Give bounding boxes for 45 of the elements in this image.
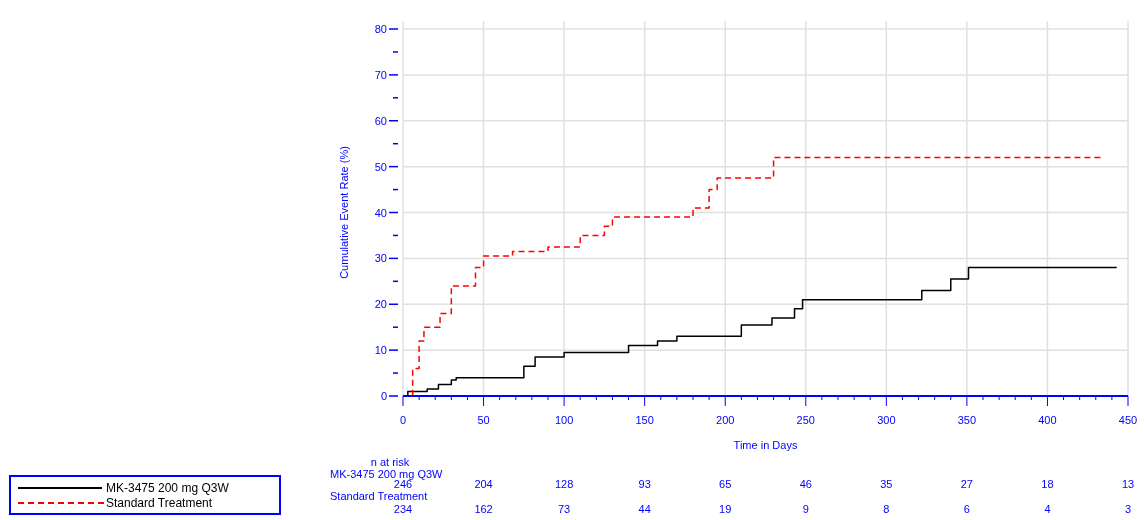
- x-tick-label: 400: [1038, 414, 1057, 426]
- text: 46: [799, 478, 812, 490]
- y-tick-label: 10: [374, 344, 387, 357]
- text: 162: [474, 503, 493, 515]
- y-tick-label: 20: [374, 298, 387, 311]
- text: 65: [719, 478, 732, 490]
- text: 204: [474, 478, 493, 490]
- x-tick-label: 300: [877, 414, 896, 426]
- text: 234: [393, 503, 413, 515]
- text: 18: [1041, 478, 1054, 490]
- text: 73: [557, 503, 571, 515]
- text: 8: [883, 503, 890, 515]
- x-tick-label: 350: [957, 414, 977, 426]
- text: 35: [880, 478, 893, 490]
- legend-label: Standard Treatment: [106, 496, 213, 510]
- y-tick-label: 0: [380, 390, 387, 402]
- x-tick-label: 150: [635, 414, 654, 426]
- y-tick-label: 50: [374, 160, 387, 173]
- y-tick-label: 30: [374, 252, 387, 265]
- text: 4: [1044, 503, 1051, 515]
- y-tick-label: 80: [374, 23, 387, 35]
- y-tick-label: 70: [374, 68, 387, 81]
- text: 128: [554, 478, 574, 490]
- x-tick-label: 100: [554, 414, 574, 426]
- text: 44: [638, 503, 651, 515]
- x-tick-label: 0: [399, 414, 407, 426]
- x-tick-label: 200: [716, 414, 735, 426]
- text: 3: [1124, 503, 1132, 515]
- y-tick-label: 40: [374, 206, 387, 219]
- x-axis-title: Time in Days: [733, 439, 798, 451]
- x-tick-label: 50: [477, 414, 490, 426]
- text: 19: [719, 503, 732, 515]
- x-tick-label: 250: [796, 414, 815, 426]
- x-tick-label: 450: [1118, 414, 1138, 426]
- text: 13: [1121, 478, 1135, 490]
- text: 27: [960, 478, 974, 490]
- text: 6: [963, 503, 970, 515]
- legend-label: MK-3475 200 mg Q3W: [106, 481, 230, 495]
- text: 9: [802, 503, 809, 515]
- text: Standard Treatment: [330, 490, 428, 502]
- y-tick-label: 60: [374, 114, 387, 127]
- text: n at risk: [370, 456, 410, 468]
- text: 93: [638, 478, 651, 490]
- y-axis-title: Cumulative Event Rate (%): [338, 146, 350, 279]
- text: MK-3475 200 mg Q3W: [330, 468, 444, 480]
